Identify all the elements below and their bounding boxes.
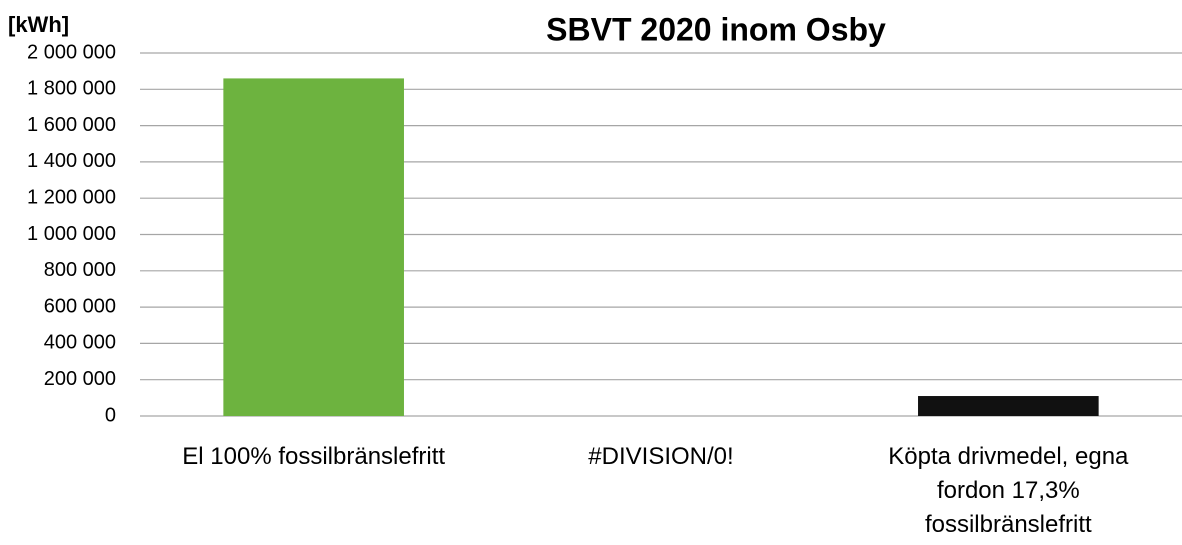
- y-tick-label: 1 200 000: [27, 186, 116, 208]
- x-tick-label: #DIVISION/0!: [588, 443, 734, 470]
- x-tick-label: Köpta drivmedel, egna fordon 17,3% fossi…: [888, 443, 1129, 538]
- bar: [223, 78, 404, 416]
- bar: [918, 396, 1099, 416]
- y-tick-label: 400 000: [44, 332, 116, 354]
- y-tick-label: 1 000 000: [27, 223, 116, 245]
- x-tick-label: El 100% fossilbränslefritt: [182, 443, 446, 470]
- y-tick-label: 2 000 000: [27, 41, 116, 63]
- y-axis-label: [kWh]: [8, 12, 69, 37]
- y-tick-label: 200 000: [44, 368, 116, 390]
- y-tick-label: 600 000: [44, 295, 116, 317]
- y-tick-label: 1 400 000: [27, 150, 116, 172]
- y-tick-label: 1 800 000: [27, 78, 116, 100]
- y-tick-label: 1 600 000: [27, 114, 116, 136]
- chart-title: SBVT 2020 inom Osby: [546, 11, 886, 47]
- y-tick-label: 0: [105, 404, 116, 426]
- y-tick-label: 800 000: [44, 259, 116, 281]
